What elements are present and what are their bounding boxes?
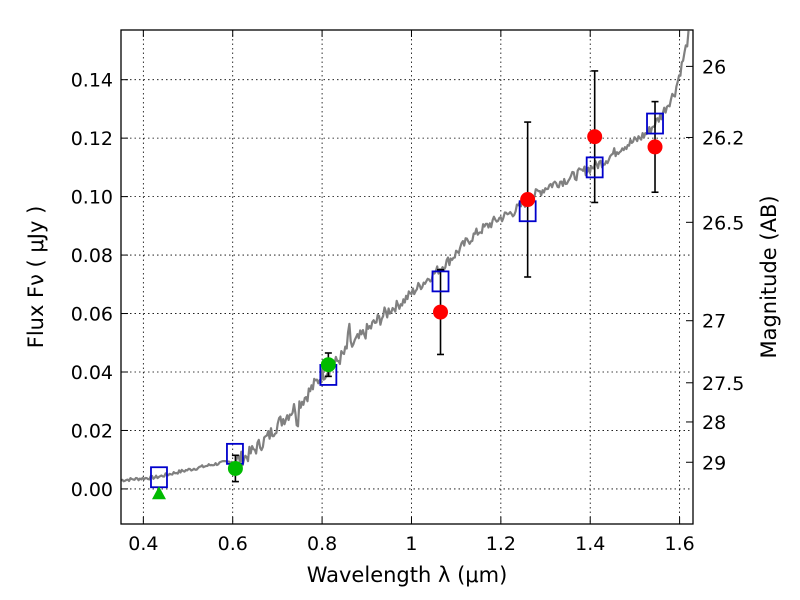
y-axis-title: Flux Fν ( μJy ) [24,206,48,349]
template-spectrum-line [120,30,690,483]
photometry-circle-marker [520,192,536,208]
model-square-marker [646,112,664,135]
plot-frame [120,29,694,525]
photometry-circle-marker [227,460,243,476]
y-tick-label: 0.04 [71,362,113,384]
y-tick-label: 0.02 [71,420,113,442]
photometry-circle-marker [320,357,336,373]
mag-tick-label: 26 [702,56,726,78]
upper-limit-triangle-marker [151,486,166,500]
photometry-circle-marker [587,129,603,145]
y-tick-label: 0.12 [71,128,113,150]
x-tick-label: 0.8 [307,533,337,555]
x-tick-label: 1.4 [575,533,605,555]
x-tick-label: 0.4 [128,533,158,555]
mag-tick-label: 28 [702,412,726,434]
x-tick-label: 1 [405,533,417,555]
tick-layer [121,30,693,524]
model-square-marker [585,156,604,179]
tick-label-layer: 0.4 0.6 0.8 1 1.2 1.4 1.6 0.00 0.02 0.04 0.06 0.08 0… [71,56,745,555]
model-square-marker [431,270,450,293]
spectrum-layer [120,30,690,483]
mag-tick-label: 26.5 [702,212,744,234]
x-tick-label: 1.2 [486,533,516,555]
photometry-circle-marker [433,304,449,320]
mag-tick-label: 27.5 [702,373,744,395]
marker-layer [150,112,664,500]
x-tick-label: 0.6 [218,533,248,555]
x-tick-label: 1.6 [664,533,694,555]
mag-tick-label: 29 [702,452,726,474]
y-tick-label: 0.10 [71,187,113,209]
y-tick-label: 0.06 [71,304,113,326]
y-tick-label: 0.08 [71,245,113,267]
y-tick-label: 0.00 [71,479,113,501]
grid-layer [121,30,693,524]
photometry-circle-marker [647,139,663,155]
y-tick-label: 0.14 [71,70,113,92]
mag-tick-label: 26.2 [702,127,744,149]
y2-axis-title: Magnitude (AB) [757,195,781,358]
x-axis-title: Wavelength λ (μm) [307,563,508,587]
mag-tick-label: 27 [702,311,726,333]
